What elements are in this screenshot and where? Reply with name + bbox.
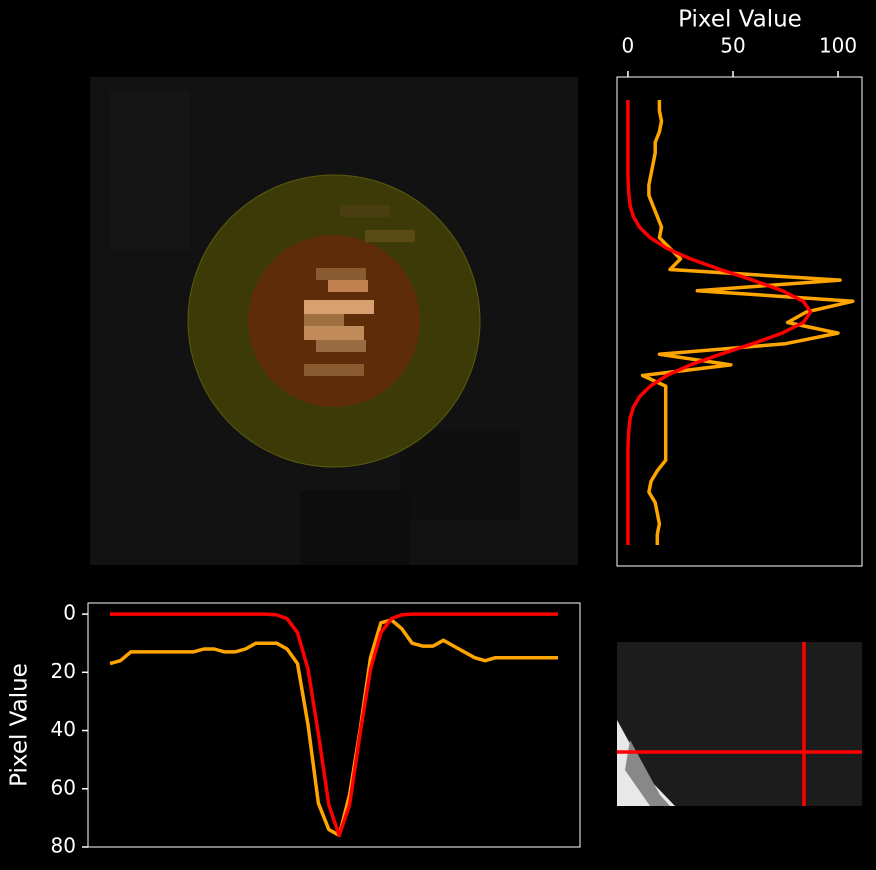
locator-thumbnail [617, 642, 862, 806]
pixel-block [110, 90, 190, 250]
pixel-block [304, 364, 364, 376]
y-tick-label: 0 [63, 601, 76, 625]
y-tick-label: 20 [51, 659, 76, 683]
thumbnail-image [617, 642, 862, 806]
x-tick-label: 50 [720, 34, 745, 58]
axes-frame [87, 602, 581, 848]
y-axis-label: Pixel Value [7, 663, 33, 787]
pixel-block [304, 326, 364, 340]
pixel-block [340, 205, 390, 217]
profile-line [110, 612, 558, 838]
pixel-block [328, 280, 368, 292]
bright-region [625, 740, 670, 806]
pixel-block [300, 490, 410, 565]
image-panel [90, 77, 578, 565]
pixel-block [304, 314, 344, 326]
bright-region [617, 720, 675, 806]
pixel-block [316, 268, 366, 280]
x-tick-label: 100 [819, 34, 857, 58]
pixel-block [316, 340, 366, 352]
y-tick-label: 80 [51, 834, 76, 858]
profile-line [626, 100, 813, 545]
x-axis-label: Pixel Value [678, 7, 802, 33]
x-tick-label: 0 [622, 34, 635, 58]
y-tick-label: 40 [51, 717, 76, 741]
pixel-block [365, 230, 415, 242]
profile-line [640, 100, 855, 545]
pixel-block [304, 300, 374, 314]
profile-line [109, 618, 558, 838]
pixel-block [400, 430, 520, 520]
y-tick-label: 60 [51, 775, 76, 799]
axes-frame [616, 76, 863, 567]
